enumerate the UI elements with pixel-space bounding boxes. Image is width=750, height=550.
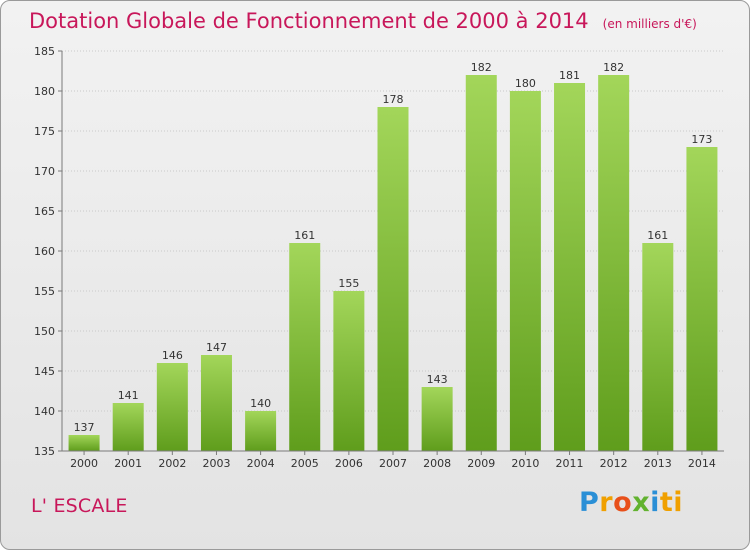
x-tick-label: 2007 [379, 457, 407, 470]
value-labels: 137 141 146 147 140 161 155 178 143 182 180 181 182 1… [74, 61, 713, 434]
axes: 135 140 145 150 155 160 165 170 175 180 185 2000 200… [34, 45, 724, 470]
bar-2008 [421, 387, 453, 451]
bar-2007 [377, 107, 409, 451]
x-tick-label: 2012 [600, 457, 628, 470]
chart-title: Dotation Globale de Fonctionnement de 20… [29, 9, 697, 33]
commune-name: L' ESCALE [31, 495, 128, 517]
bar-2003 [200, 355, 232, 451]
value-label: 140 [250, 397, 271, 410]
x-tick-label: 2008 [423, 457, 451, 470]
bar-2013 [642, 243, 674, 451]
value-label: 141 [118, 389, 139, 402]
bar-2004 [245, 411, 277, 451]
value-label: 173 [691, 133, 712, 146]
y-tick-label: 185 [34, 45, 55, 58]
x-tick-label: 2005 [291, 457, 319, 470]
x-tick-label: 2002 [158, 457, 186, 470]
value-label: 155 [338, 277, 359, 290]
bar-2000 [68, 435, 100, 451]
x-tick-label: 2003 [202, 457, 230, 470]
x-tick-label: 2000 [70, 457, 98, 470]
bar-2010 [509, 91, 541, 451]
y-tick-label: 165 [34, 205, 55, 218]
unit-label: (en milliers d'€) [602, 17, 697, 31]
bar-2009 [465, 75, 497, 451]
x-tick-label: 2013 [644, 457, 672, 470]
proxiti-logo: Proxiti [579, 487, 684, 518]
x-tick-label: 2011 [556, 457, 584, 470]
bar-2005 [289, 243, 321, 451]
value-label: 182 [603, 61, 624, 74]
x-tick-label: 2009 [467, 457, 495, 470]
x-tick-label: 2010 [511, 457, 539, 470]
value-label: 143 [427, 373, 448, 386]
y-tick-label: 155 [34, 285, 55, 298]
title-text: Dotation Globale de Fonctionnement de 20… [29, 9, 589, 33]
bars [68, 75, 718, 451]
y-tick-label: 135 [34, 445, 55, 458]
y-tick-label: 170 [34, 165, 55, 178]
bar-2012 [598, 75, 630, 451]
y-tick-label: 175 [34, 125, 55, 138]
value-label: 146 [162, 349, 183, 362]
y-tick-label: 145 [34, 365, 55, 378]
value-label: 178 [383, 93, 404, 106]
value-label: 161 [294, 229, 315, 242]
bar-2014 [686, 147, 718, 451]
value-label: 137 [74, 421, 95, 434]
value-label: 180 [515, 77, 536, 90]
bar-2002 [156, 363, 188, 451]
x-tick-label: 2004 [247, 457, 275, 470]
x-tick-label: 2006 [335, 457, 363, 470]
value-label: 181 [559, 69, 580, 82]
y-tick-label: 180 [34, 85, 55, 98]
bar-2011 [554, 83, 586, 451]
y-tick-label: 140 [34, 405, 55, 418]
value-label: 161 [647, 229, 668, 242]
bar-2006 [333, 291, 365, 451]
bar-2001 [112, 403, 144, 451]
y-tick-label: 150 [34, 325, 55, 338]
value-label: 182 [471, 61, 492, 74]
y-tick-label: 160 [34, 245, 55, 258]
x-tick-label: 2001 [114, 457, 142, 470]
x-tick-label: 2014 [688, 457, 716, 470]
value-label: 147 [206, 341, 227, 354]
